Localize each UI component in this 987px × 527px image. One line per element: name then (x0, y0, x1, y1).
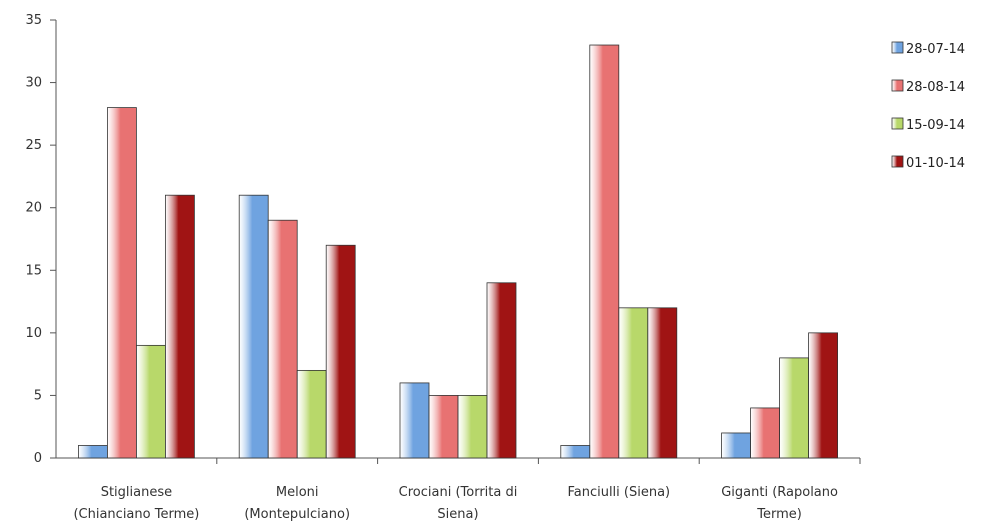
bar (135, 344, 166, 459)
bar (589, 44, 620, 459)
y-tick-label: 0 (34, 451, 42, 466)
bar (325, 244, 356, 459)
legend-label: 28-07-14 (906, 42, 965, 57)
legend-swatch (891, 79, 904, 92)
bar (428, 395, 459, 459)
y-tick-label: 35 (25, 13, 42, 28)
legend-swatch (891, 117, 904, 130)
y-tick-label: 30 (25, 76, 42, 91)
bar (267, 219, 298, 459)
legend-swatch (891, 41, 904, 54)
legend-label: 28-08-14 (906, 80, 965, 95)
bar (618, 307, 649, 459)
bar (399, 382, 430, 459)
bar (238, 194, 269, 459)
bar (457, 395, 488, 459)
x-tick-label: Giganti (Rapolano Terme) (721, 485, 838, 522)
bar (779, 357, 809, 459)
chart-legend: 28-07-14 28-08-14 15-09-14 01-10-14 (891, 41, 965, 171)
bar (296, 369, 327, 459)
bar (721, 432, 751, 459)
legend-label: 15-09-14 (906, 118, 965, 133)
bar (486, 282, 517, 459)
bar (107, 107, 137, 459)
y-tick-label: 5 (34, 388, 42, 403)
x-tick-label: Stiglianese (Chianciano Terme) (73, 485, 199, 522)
bar (164, 194, 195, 459)
legend-swatch (891, 155, 904, 168)
y-tick-label: 15 (25, 263, 42, 278)
bar (78, 445, 108, 459)
bar (750, 407, 780, 459)
chart-bars (78, 44, 838, 459)
bar (560, 445, 591, 459)
chart-labels: 0 5 10 15 20 25 30 35 Stiglianese (Chianciano Ter… (25, 13, 838, 522)
legend-label: 01-10-14 (906, 156, 965, 171)
x-tick-label: Crociani (Torrita di Siena) (399, 485, 518, 522)
x-tick-label: Meloni (Montepulciano) (244, 485, 350, 522)
y-tick-label: 25 (25, 138, 42, 153)
bar (647, 307, 678, 459)
y-tick-label: 20 (25, 201, 42, 216)
bar (808, 332, 838, 459)
y-tick-label: 10 (25, 326, 42, 341)
x-tick-label: Fanciulli (Siena) (567, 485, 670, 500)
